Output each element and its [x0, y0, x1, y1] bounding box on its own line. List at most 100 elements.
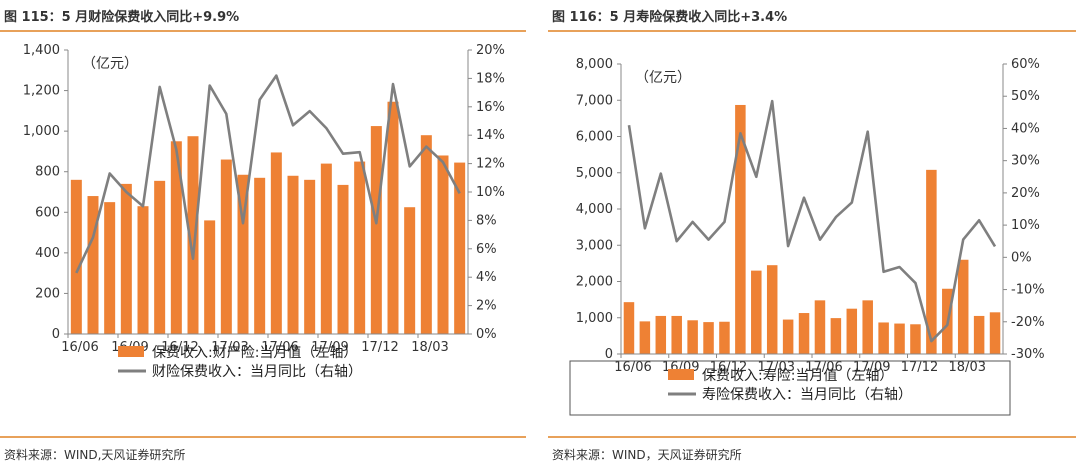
bar	[387, 101, 399, 334]
y-right-tick-label: -10%	[1011, 283, 1045, 298]
y-right-tick-label: -30%	[1011, 347, 1045, 362]
x-tick-label: 18/03	[411, 340, 448, 355]
x-tick-label: 17/06	[261, 340, 298, 355]
chart-title: 图 116：5 月寿险保费收入同比+3.4%	[552, 10, 788, 25]
y-left-tick-label: 4,000	[576, 202, 613, 217]
chart-panel-right: 图 116：5 月寿险保费收入同比+3.4% 0 1,000 2,000 3,000 4…	[548, 0, 1080, 469]
bar	[878, 322, 889, 354]
y-right-tick-label: 10%	[1011, 218, 1040, 233]
unit-label: （亿元）	[82, 56, 138, 72]
y-left-tick-label: 1,400	[23, 43, 60, 58]
bar	[655, 315, 667, 354]
bar	[830, 318, 842, 354]
bar	[437, 155, 449, 334]
legend-box	[569, 360, 1011, 416]
y-left-tick-label: 400	[35, 246, 60, 261]
y-right-tick-label: 20%	[1011, 186, 1040, 201]
x-tick-label: 17/12	[361, 340, 398, 355]
y-right-tick-label: 12%	[476, 157, 505, 172]
legend-line-label: 寿险保费收入：当月同比（右轴）	[702, 386, 912, 403]
bar	[70, 179, 82, 334]
x-tick-label: 17/12	[901, 360, 938, 375]
bar	[237, 174, 249, 334]
x-tick-label: 17/09	[853, 360, 890, 375]
bar	[204, 220, 216, 334]
bar	[735, 104, 746, 355]
bar	[846, 308, 858, 354]
y-right-tick-label: 40%	[1011, 121, 1040, 136]
bar	[137, 206, 149, 334]
bar	[910, 324, 921, 354]
bar	[337, 184, 349, 334]
bar	[798, 313, 810, 354]
bar	[957, 259, 969, 354]
x-tick-label: 16/06	[61, 340, 98, 355]
chart-panel-left: 图 115：5 月财险保费收入同比+9.9% 0 200 400 600 800 1,00…	[0, 0, 530, 469]
yoy-line	[75, 74, 461, 274]
y-right-tick-label: 2%	[476, 299, 497, 314]
source-divider	[0, 436, 526, 438]
bar	[270, 152, 282, 334]
y-left-tick-label: 1,200	[23, 84, 60, 99]
unit-label: （亿元）	[635, 70, 691, 86]
bar	[862, 300, 873, 354]
bar	[170, 141, 182, 334]
bar	[304, 179, 316, 334]
bar	[687, 320, 698, 354]
x-tick-label: 16/12	[710, 360, 747, 375]
y-left-tick-label: 1,000	[23, 124, 60, 139]
bar	[751, 270, 762, 354]
x-tick-label: 18/03	[949, 360, 986, 375]
chart-title: 图 115：5 月财险保费收入同比+9.9%	[4, 10, 240, 25]
bar	[989, 312, 1001, 354]
bar	[703, 322, 714, 354]
bar	[104, 202, 116, 334]
bar	[454, 162, 466, 334]
bar	[370, 126, 382, 334]
y-right-tick-label: 10%	[476, 185, 505, 200]
bar	[187, 136, 199, 334]
y-right-tick-label: 30%	[1011, 154, 1040, 169]
y-left-tick-label: 800	[35, 165, 60, 180]
bar	[782, 319, 794, 354]
y-left-tick-label: 0	[605, 347, 613, 362]
chart-svg-right: 0 1,000 2,000 3,000 4,000 5,000 6,000 7,000 8,00…	[569, 57, 1045, 416]
bar	[87, 196, 99, 334]
y-left-tick-label: 1,000	[576, 311, 613, 326]
y-right-tick-label: 14%	[476, 128, 505, 143]
legend-bar-label: 保费收入:寿险:当月值（左轴）	[702, 367, 893, 384]
y-right-tick-label: 0%	[476, 327, 497, 342]
bar	[354, 161, 366, 334]
y-right-tick-label: 16%	[476, 100, 505, 115]
y-right-tick-label: 8%	[476, 213, 497, 228]
y-left-tick-label: 6,000	[576, 130, 613, 145]
legend-line-label: 财险保费收入：当月同比（右轴）	[152, 364, 362, 380]
title-divider	[548, 30, 1076, 32]
y-right-tick-label: 50%	[1011, 89, 1040, 104]
x-tick-label: 16/12	[161, 340, 198, 355]
bar	[639, 321, 651, 354]
legend-bar-swatch	[118, 346, 144, 357]
bar	[154, 180, 166, 334]
bar	[766, 265, 778, 354]
legend-bar-swatch	[668, 369, 694, 380]
bar	[120, 183, 132, 334]
y-left-tick-label: 600	[35, 205, 60, 220]
y-left-tick-label: 7,000	[576, 93, 613, 108]
bar	[926, 169, 937, 354]
y-right-tick-label: 0%	[1011, 250, 1032, 265]
source-note: 资料来源：WIND，天风证券研究所	[552, 448, 742, 462]
y-left-tick-label: 3,000	[576, 238, 613, 253]
x-tick-label: 17/03	[758, 360, 795, 375]
y-right-tick-label: 18%	[476, 71, 505, 86]
source-divider	[548, 436, 1076, 438]
legend-bar-label: 保费收入:财产险:当月值（左轴）	[152, 345, 357, 361]
y-left-tick-label: 200	[35, 286, 60, 301]
x-tick-label: 16/06	[614, 360, 651, 375]
bar	[287, 175, 299, 334]
bar	[814, 300, 826, 354]
y-right-tick-label: 60%	[1011, 57, 1040, 72]
x-tick-label: 17/03	[211, 340, 248, 355]
x-tick-label: 17/06	[805, 360, 842, 375]
y-left-tick-label: 8,000	[576, 57, 613, 72]
